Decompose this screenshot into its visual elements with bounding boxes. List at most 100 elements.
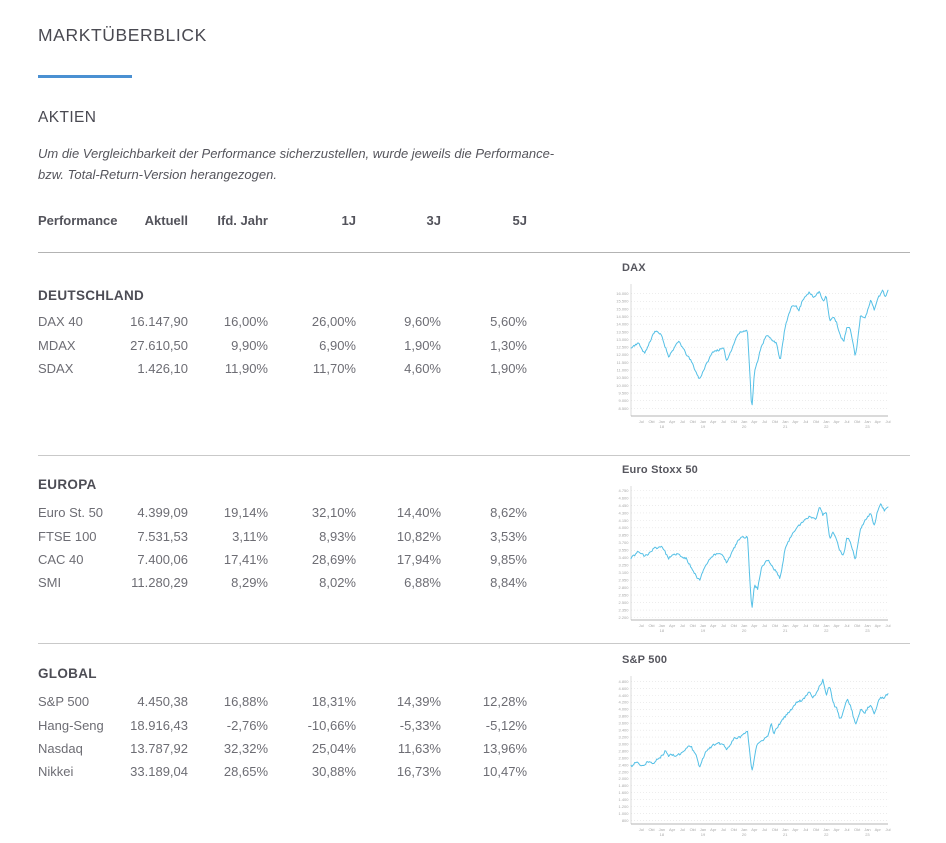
svg-text:11.500: 11.500 [617, 360, 630, 365]
svg-text:3.400: 3.400 [618, 728, 629, 733]
value-cell: 30,88% [311, 764, 356, 780]
table-row: Nikkei 33.189,04 28,65% 30,88% 16,73% 10,47% [38, 760, 527, 783]
svg-text:Jan: Jan [659, 623, 665, 628]
svg-text:3.800: 3.800 [618, 714, 629, 719]
svg-text:3.200: 3.200 [618, 734, 629, 739]
svg-text:Jul: Jul [803, 827, 808, 832]
col-header-lfd-jahr: Ifd. Jahr [217, 213, 268, 228]
svg-text:15.000: 15.000 [616, 306, 629, 311]
svg-text:Apr: Apr [669, 827, 676, 832]
svg-text:Jan: Jan [782, 827, 788, 832]
svg-text:3.700: 3.700 [618, 540, 629, 545]
disclaimer-text: Um die Vergleichbarkeit der Performance … [38, 143, 638, 185]
value-cell: 8,02% [319, 575, 356, 591]
svg-text:4.300: 4.300 [618, 510, 629, 515]
col-header-1j: 1J [341, 213, 356, 228]
svg-text:Okt: Okt [690, 827, 697, 832]
svg-text:20: 20 [742, 832, 747, 837]
svg-text:2.800: 2.800 [618, 585, 629, 590]
svg-text:Jul: Jul [762, 623, 767, 628]
table-row: SMI 11.280,29 8,29% 8,02% 6,88% 8,84% [38, 571, 527, 594]
svg-text:Okt: Okt [813, 827, 820, 832]
value-cell: 10,82% [396, 528, 441, 544]
svg-text:2.800: 2.800 [618, 748, 629, 753]
section-divider-europa [38, 455, 910, 456]
value-cell: 33.189,04 [130, 764, 188, 780]
svg-text:4.400: 4.400 [618, 693, 629, 698]
svg-text:4.450: 4.450 [618, 503, 629, 508]
svg-text:Jan: Jan [823, 827, 829, 832]
index-label: SDAX [38, 360, 74, 376]
svg-text:Okt: Okt [690, 623, 697, 628]
value-cell: 11.280,29 [131, 575, 188, 591]
value-cell: 14,39% [396, 694, 441, 710]
value-cell: 9,85% [490, 551, 527, 567]
svg-text:Okt: Okt [854, 827, 861, 832]
table-header-row: Performance Aktuell Ifd. Jahr 1J 3J 5J [38, 213, 527, 228]
value-cell: 11,70% [312, 360, 356, 376]
svg-text:Apr: Apr [751, 827, 758, 832]
svg-text:22: 22 [824, 832, 829, 837]
svg-text:800: 800 [622, 818, 629, 823]
sparkline-plot: 8.500 9.000 9.500 10.000 10.500 11.000 11.500 1… [616, 284, 891, 429]
value-cell: 4.399,09 [137, 505, 188, 521]
value-cell: 19,14% [223, 505, 268, 521]
index-label: SMI [38, 575, 62, 591]
svg-text:20: 20 [742, 424, 747, 429]
col-header-performance: Performance [38, 213, 118, 228]
table-row: Hang-Seng 18.916,43 -2,76% -10,66% -5,33% -5,… [38, 713, 527, 736]
svg-text:18: 18 [660, 628, 665, 633]
svg-text:Apr: Apr [751, 419, 758, 424]
svg-text:Jan: Jan [700, 623, 706, 628]
svg-text:23: 23 [865, 424, 870, 429]
value-cell: 9,60% [404, 314, 441, 330]
svg-text:13.000: 13.000 [616, 337, 629, 342]
svg-text:Apr: Apr [875, 623, 882, 628]
value-cell: 28,65% [223, 764, 268, 780]
value-cell: 16,88% [223, 694, 268, 710]
svg-text:12.000: 12.000 [616, 352, 629, 357]
svg-text:Okt: Okt [813, 419, 820, 424]
value-cell: 14,40% [396, 505, 441, 521]
value-cell: 16.147,90 [130, 314, 188, 330]
value-cell: 7.400,06 [137, 551, 188, 567]
svg-text:Okt: Okt [813, 623, 820, 628]
svg-text:21: 21 [783, 628, 788, 633]
value-cell: 16,73% [396, 764, 441, 780]
svg-text:3.850: 3.850 [618, 533, 629, 538]
value-cell: 3,53% [490, 528, 527, 544]
svg-text:16.000: 16.000 [616, 291, 629, 296]
value-cell: 11,63% [397, 740, 441, 756]
svg-text:13.500: 13.500 [616, 329, 629, 334]
svg-text:3.400: 3.400 [618, 555, 629, 560]
svg-text:Jan: Jan [700, 419, 706, 424]
svg-text:4.800: 4.800 [618, 679, 629, 684]
chart-euro-stoxx-50: Euro Stoxx 50 2.200 2.350 2.500 2.650 2.800 2.… [616, 464, 926, 638]
svg-text:10.000: 10.000 [616, 383, 629, 388]
svg-text:Jul: Jul [721, 827, 726, 832]
table-row: Euro St. 50 4.399,09 19,14% 32,10% 14,40% 8,6… [38, 501, 527, 524]
svg-text:Apr: Apr [875, 419, 882, 424]
svg-text:10.500: 10.500 [616, 375, 629, 380]
svg-text:Jul: Jul [762, 827, 767, 832]
svg-text:Jan: Jan [782, 623, 788, 628]
value-cell: 11,90% [224, 360, 268, 376]
value-cell: 13,96% [482, 740, 527, 756]
value-cell: 4.450,38 [137, 694, 188, 710]
value-cell: -5,33% [399, 717, 441, 733]
col-header-aktuell: Aktuell [144, 213, 188, 228]
svg-text:22: 22 [824, 628, 829, 633]
value-cell: 16,00% [223, 314, 268, 330]
sparkline-plot: 800 1.000 1.200 1.400 1.600 1.800 2.000 2.200 2.… [618, 676, 891, 837]
title-accent-bar [38, 75, 132, 78]
svg-text:Jan: Jan [741, 623, 747, 628]
svg-text:Jan: Jan [864, 827, 870, 832]
section-divider-global [38, 643, 910, 644]
index-label: CAC 40 [38, 551, 84, 567]
value-cell: 1.426,10 [137, 360, 188, 376]
svg-text:4.750: 4.750 [618, 488, 629, 493]
value-cell: 6,90% [319, 337, 356, 353]
svg-text:11.000: 11.000 [617, 368, 630, 373]
index-label: MDAX [38, 337, 76, 353]
index-label: Euro St. 50 [38, 505, 104, 521]
